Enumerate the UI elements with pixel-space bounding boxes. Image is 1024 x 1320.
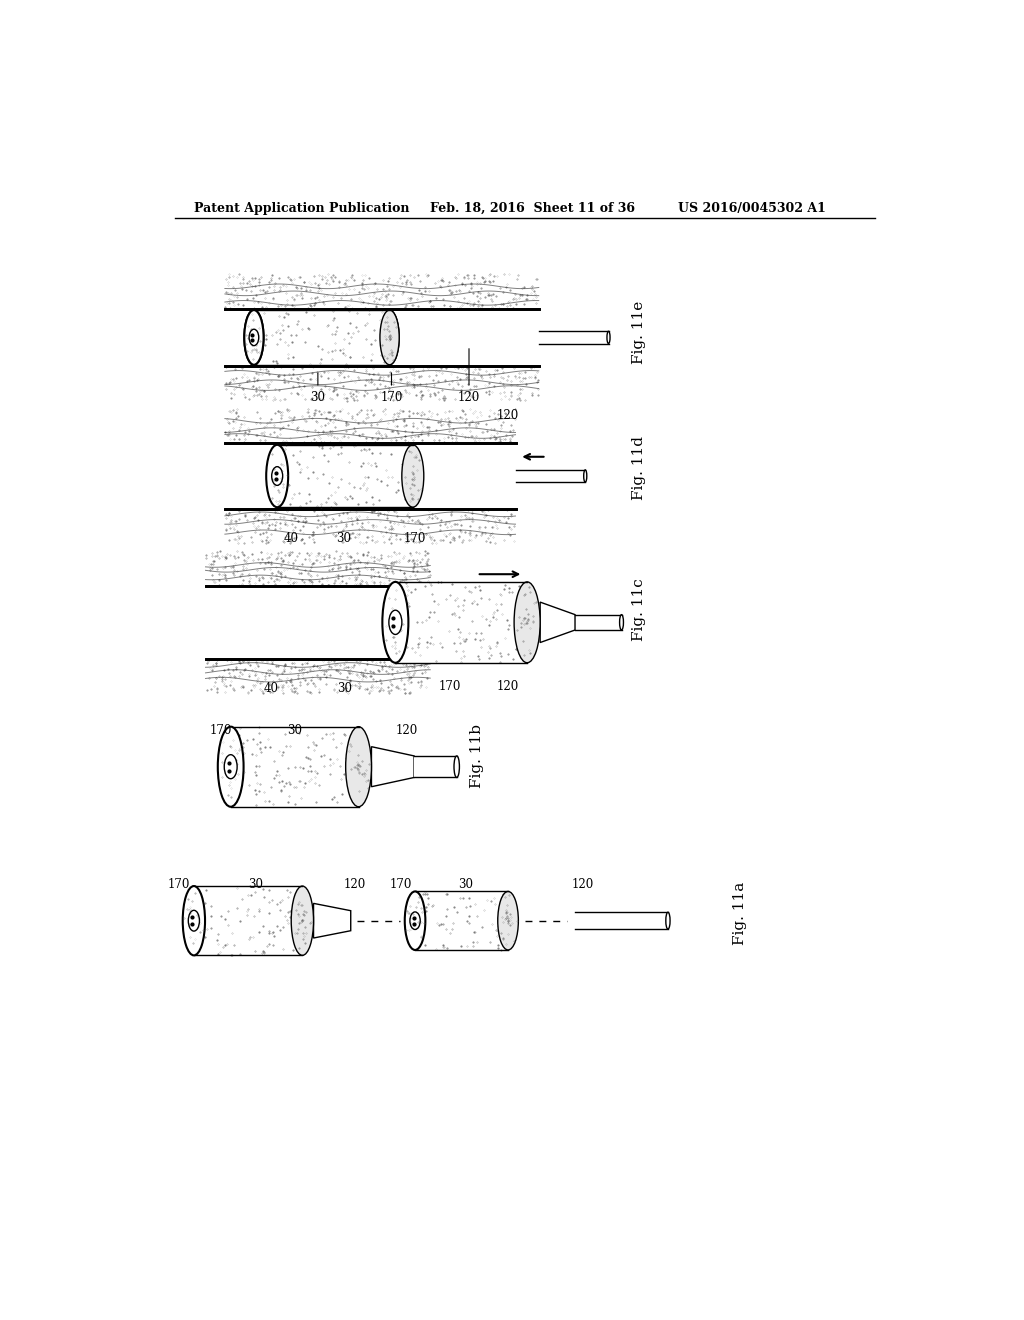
Ellipse shape	[514, 582, 540, 663]
Bar	[278, 445, 413, 507]
Ellipse shape	[401, 445, 424, 507]
Bar	[194, 886, 302, 956]
Ellipse shape	[607, 331, 610, 343]
Text: 170: 170	[210, 725, 232, 738]
Text: 120: 120	[343, 878, 366, 891]
Ellipse shape	[584, 470, 587, 482]
Text: Fig. 11e: Fig. 11e	[633, 301, 646, 364]
Bar	[225, 309, 539, 367]
Bar	[395, 582, 527, 663]
Bar	[206, 552, 430, 586]
Bar	[206, 586, 430, 659]
Bar	[206, 659, 430, 693]
Text: Fig. 11b: Fig. 11b	[470, 725, 483, 788]
Ellipse shape	[380, 310, 399, 364]
Text: Fig. 11a: Fig. 11a	[733, 882, 748, 945]
Ellipse shape	[404, 891, 425, 950]
Text: Fig. 11c: Fig. 11c	[633, 578, 646, 640]
Text: 30: 30	[336, 532, 351, 545]
Bar	[225, 508, 515, 544]
Text: 30: 30	[249, 878, 263, 891]
Text: Fig. 11d: Fig. 11d	[633, 436, 646, 499]
Ellipse shape	[666, 912, 670, 929]
Bar	[225, 275, 539, 309]
Ellipse shape	[218, 726, 244, 807]
Ellipse shape	[245, 310, 263, 364]
Polygon shape	[313, 903, 351, 939]
Ellipse shape	[245, 310, 263, 364]
Bar	[414, 756, 457, 777]
Polygon shape	[540, 602, 575, 643]
Text: 170: 170	[438, 681, 461, 693]
Ellipse shape	[382, 582, 409, 663]
Text: 30: 30	[287, 725, 302, 738]
Bar	[515, 470, 586, 482]
Ellipse shape	[620, 615, 624, 630]
Ellipse shape	[498, 891, 518, 950]
Bar	[415, 891, 508, 950]
Bar	[574, 912, 668, 929]
Ellipse shape	[454, 756, 460, 777]
Bar	[225, 271, 655, 405]
Ellipse shape	[380, 310, 399, 364]
Bar	[206, 548, 438, 697]
Text: 30: 30	[458, 878, 473, 891]
Bar	[254, 310, 389, 364]
Bar	[575, 615, 622, 630]
Text: 40: 40	[264, 682, 279, 696]
Text: 120: 120	[497, 681, 519, 693]
Text: 170: 170	[168, 878, 190, 891]
Text: 170: 170	[403, 532, 426, 545]
Bar	[539, 331, 608, 343]
Ellipse shape	[266, 445, 288, 507]
Bar	[225, 444, 515, 508]
Text: Patent Application Publication: Patent Application Publication	[194, 202, 410, 215]
Text: 30: 30	[338, 682, 352, 696]
Text: 120: 120	[497, 409, 519, 422]
Text: 170: 170	[390, 878, 412, 891]
Text: 120: 120	[571, 878, 594, 891]
Ellipse shape	[346, 726, 372, 807]
Text: 30: 30	[310, 391, 326, 404]
Text: 120: 120	[396, 725, 418, 738]
Bar	[230, 726, 358, 807]
Bar	[225, 367, 539, 401]
Text: 120: 120	[458, 391, 480, 404]
Text: US 2016/0045302 A1: US 2016/0045302 A1	[678, 202, 826, 215]
Bar	[225, 405, 640, 548]
Polygon shape	[372, 747, 414, 787]
Text: 40: 40	[284, 532, 298, 545]
Bar	[254, 310, 389, 364]
Ellipse shape	[182, 886, 205, 956]
Text: Feb. 18, 2016  Sheet 11 of 36: Feb. 18, 2016 Sheet 11 of 36	[430, 202, 635, 215]
Text: 170: 170	[380, 391, 402, 404]
Bar	[225, 409, 515, 444]
Ellipse shape	[291, 886, 313, 956]
